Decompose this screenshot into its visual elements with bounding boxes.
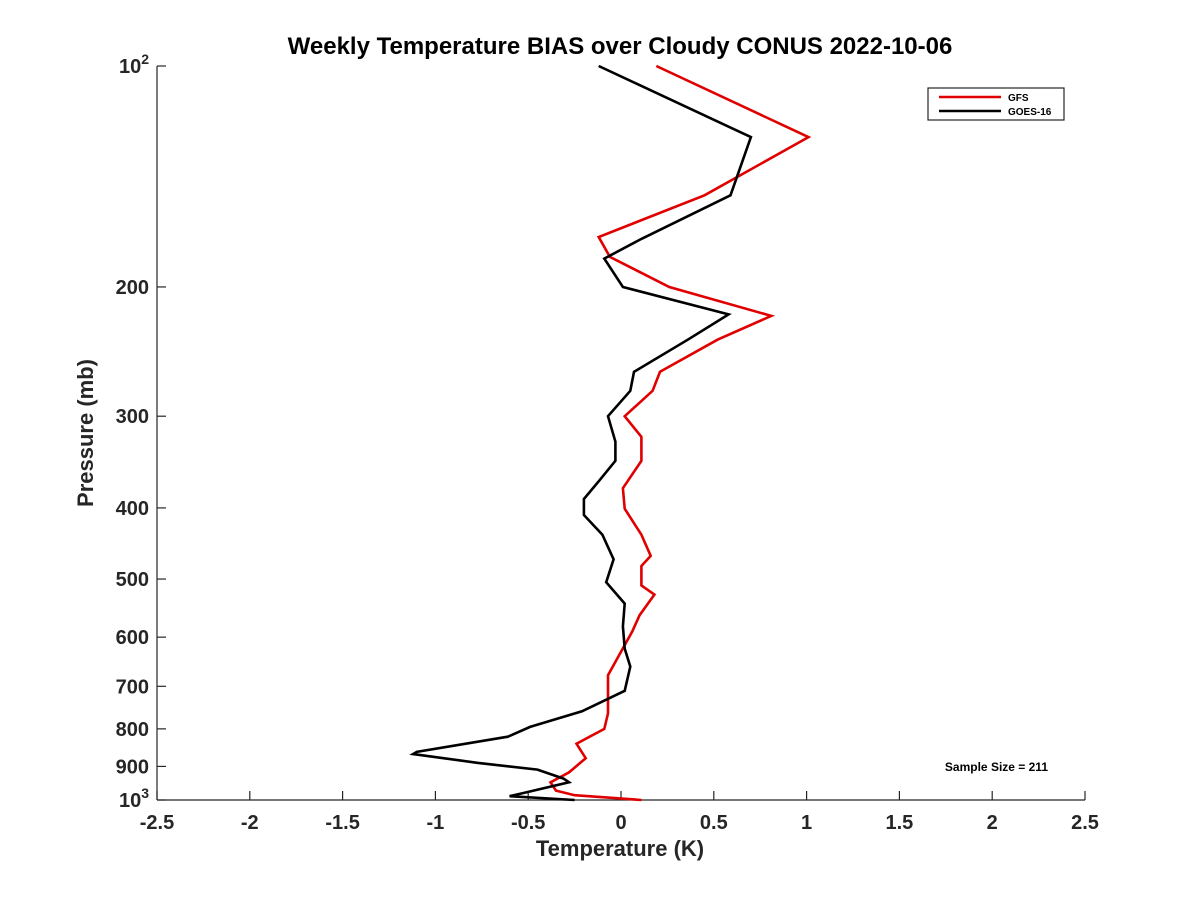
legend-label-goes-16: GOES-16	[1008, 107, 1052, 118]
x-tick-label: 2	[987, 812, 998, 834]
y-tick-label: 500	[116, 569, 149, 591]
y-tick-label: 800	[116, 719, 149, 741]
legend-label-gfs: GFS	[1008, 93, 1029, 104]
sample-size-annotation: Sample Size = 211	[945, 760, 1048, 774]
x-tick-label: -1	[427, 812, 445, 834]
series-line-gfs	[548, 64, 812, 802]
y-tick-label: 102	[119, 51, 149, 78]
y-axis-label: Pressure (mb)	[73, 359, 98, 507]
x-tick-label: 1	[801, 812, 812, 834]
x-axis-label: Temperature (K)	[536, 836, 704, 861]
axes	[156, 66, 1085, 801]
x-tick-label: 2.5	[1071, 812, 1099, 834]
x-tick-label: -2.5	[140, 812, 174, 834]
y-tick-label: 600	[116, 627, 149, 649]
chart-title: Weekly Temperature BIAS over Cloudy CONU…	[288, 33, 953, 60]
legend: GFS GOES-16	[927, 87, 1065, 121]
x-tick-label: 0	[615, 812, 626, 834]
series-line-goes-16	[409, 64, 753, 802]
y-tick-label: 400	[116, 498, 149, 520]
y-tick-label: 103	[119, 785, 149, 812]
y-ticks: 102 200 300 400 500 600 700 800 900 103	[116, 51, 166, 812]
x-tick-label: 1.5	[885, 812, 913, 834]
y-tick-label: 200	[116, 277, 149, 299]
x-ticks: -2.5 -2 -1.5 -1 -0.5 0 0.5 1 1.5 2 2.5	[140, 791, 1099, 834]
y-tick-label: 700	[116, 676, 149, 698]
series-lines	[409, 64, 812, 802]
y-tick-label: 300	[116, 406, 149, 428]
y-tick-label: 900	[116, 756, 149, 778]
x-tick-label: 0.5	[700, 812, 728, 834]
x-tick-label: -2	[241, 812, 259, 834]
x-tick-label: -0.5	[511, 812, 545, 834]
legend-box	[927, 87, 1065, 121]
x-tick-label: -1.5	[325, 812, 359, 834]
